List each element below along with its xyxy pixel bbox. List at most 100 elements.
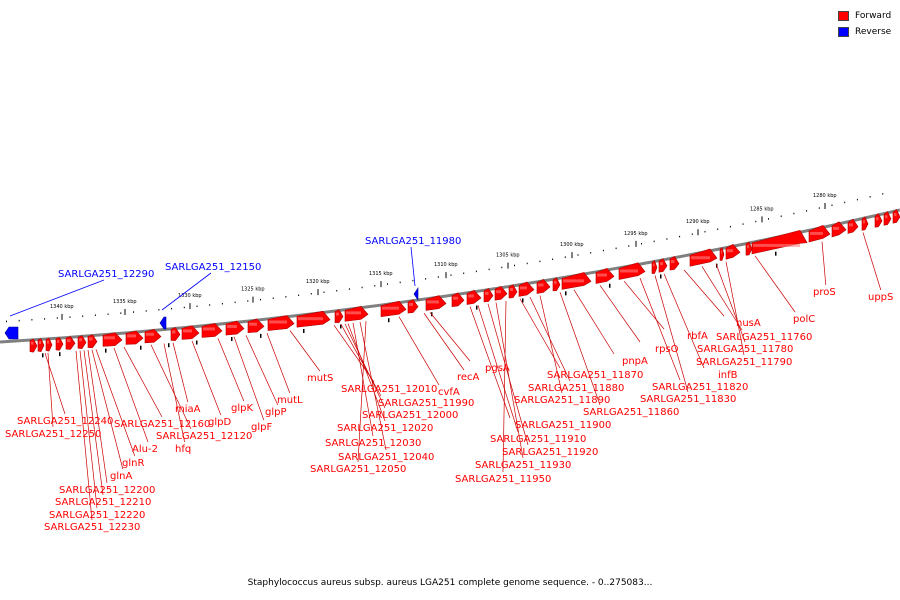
gene-highlight bbox=[510, 288, 513, 292]
gene-highlight bbox=[660, 262, 663, 266]
reverse-gene[interactable] bbox=[4, 326, 19, 340]
forward-gene-label[interactable]: cvfA bbox=[438, 387, 460, 398]
forward-leader bbox=[172, 342, 189, 403]
forward-gene-label[interactable]: SARLGA251_11990 bbox=[378, 398, 474, 409]
forward-gene-label[interactable]: SARLGA251_12050 bbox=[310, 464, 406, 475]
forward-gene[interactable] bbox=[669, 255, 680, 271]
forward-gene[interactable] bbox=[658, 258, 668, 273]
forward-gene-label[interactable]: SARLGA251_11930 bbox=[475, 460, 571, 471]
scale-minor-tick bbox=[158, 309, 160, 311]
forward-gene-label[interactable]: glpD bbox=[208, 417, 231, 428]
scale-minor-tick bbox=[856, 198, 858, 201]
forward-gene-label[interactable]: SARLGA251_12160 bbox=[114, 419, 210, 430]
forward-gene-label[interactable]: uppS bbox=[868, 292, 893, 303]
gene-marker bbox=[660, 274, 662, 279]
gene-highlight bbox=[554, 280, 557, 284]
forward-gene-label[interactable]: SARLGA251_11910 bbox=[490, 434, 586, 445]
forward-gene-label[interactable]: SARLGA251_12030 bbox=[325, 438, 421, 449]
gene-highlight bbox=[382, 306, 399, 310]
scale-tick-label: 1305 kbp bbox=[496, 253, 520, 259]
scale-minor-tick bbox=[107, 313, 109, 315]
forward-gene[interactable] bbox=[181, 325, 200, 340]
forward-gene-label[interactable]: glnR bbox=[122, 458, 144, 469]
forward-gene-label[interactable]: SARLGA251_12200 bbox=[59, 485, 155, 496]
reverse-gene[interactable] bbox=[413, 287, 419, 301]
scale-minor-tick bbox=[768, 218, 769, 220]
forward-gene-label[interactable]: glnA bbox=[110, 471, 132, 482]
forward-gene-label[interactable]: glpP bbox=[265, 407, 287, 418]
reverse-gene[interactable] bbox=[159, 316, 167, 330]
forward-gene-label[interactable]: recA bbox=[457, 372, 480, 383]
forward-gene-label[interactable]: nusA bbox=[736, 318, 761, 329]
forward-gene-label[interactable]: SARLGA251_12250 bbox=[5, 429, 101, 440]
forward-gene[interactable] bbox=[892, 209, 900, 224]
reverse-gene-label[interactable]: SARLGA251_12290 bbox=[58, 269, 154, 280]
forward-gene[interactable] bbox=[874, 213, 883, 228]
forward-gene-label[interactable]: SARLGA251_11870 bbox=[547, 370, 643, 381]
forward-gene-label[interactable]: glpK bbox=[231, 403, 253, 414]
forward-gene[interactable] bbox=[494, 285, 508, 301]
forward-gene-label[interactable]: SARLGA251_11950 bbox=[455, 474, 551, 485]
forward-gene-label[interactable]: SARLGA251_11900 bbox=[515, 420, 611, 431]
forward-gene-label[interactable]: SARLGA251_12000 bbox=[362, 410, 458, 421]
forward-gene-label[interactable]: SARLGA251_12120 bbox=[156, 431, 252, 442]
legend-item-reverse[interactable]: Reverse bbox=[838, 24, 898, 40]
forward-gene-label[interactable]: SARLGA251_11890 bbox=[514, 395, 610, 406]
forward-gene[interactable] bbox=[102, 332, 123, 347]
forward-gene-label[interactable]: glpF bbox=[251, 422, 272, 433]
forward-gene-label[interactable]: SARLGA251_11880 bbox=[528, 383, 624, 394]
scale-minor-tick bbox=[679, 235, 681, 238]
scale-minor-tick bbox=[475, 270, 477, 273]
forward-gene[interactable] bbox=[225, 320, 245, 336]
forward-gene-label[interactable]: SARLGA251_12240 bbox=[17, 416, 113, 427]
forward-gene[interactable] bbox=[861, 216, 869, 231]
forward-gene-label[interactable]: pnpA bbox=[622, 356, 648, 367]
forward-gene-label[interactable]: rpsO bbox=[655, 344, 679, 355]
forward-gene-label[interactable]: SARLGA251_11790 bbox=[696, 357, 792, 368]
forward-gene-label[interactable]: SARLGA251_11780 bbox=[697, 344, 793, 355]
reverse-gene-label[interactable]: SARLGA251_11980 bbox=[365, 236, 461, 247]
forward-leader bbox=[344, 323, 386, 409]
forward-gene-label[interactable]: proS bbox=[813, 287, 836, 298]
forward-gene-label[interactable]: SARLGA251_11830 bbox=[640, 394, 736, 405]
gene-labels: SARLGA251_12290 SARLGA251_12150 SARLGA251_… bbox=[5, 236, 893, 533]
gene-highlight bbox=[885, 215, 888, 219]
gene-highlight bbox=[79, 338, 82, 342]
forward-gene[interactable] bbox=[483, 288, 494, 303]
gene-highlight bbox=[104, 336, 115, 340]
legend-item-forward[interactable]: Forward bbox=[838, 8, 898, 24]
forward-gene-label[interactable]: SARLGA251_11860 bbox=[583, 407, 679, 418]
scale-minor-tick bbox=[348, 288, 350, 290]
forward-gene-label[interactable]: miaA bbox=[175, 404, 201, 415]
forward-gene-label[interactable]: SARLGA251_12010 bbox=[341, 384, 437, 395]
gene-features bbox=[4, 209, 900, 358]
forward-leader bbox=[163, 343, 185, 443]
forward-gene-label[interactable]: SARLGA251_12210 bbox=[55, 497, 151, 508]
forward-gene-label[interactable]: SARLGA251_11820 bbox=[652, 382, 748, 393]
forward-gene-label[interactable]: mutS bbox=[307, 373, 333, 384]
forward-gene-label[interactable]: infB bbox=[718, 370, 738, 381]
scale-tick-label: 1325 kbp bbox=[241, 287, 265, 293]
forward-gene-label[interactable]: SARLGA251_12230 bbox=[44, 522, 140, 533]
forward-gene-label[interactable]: polC bbox=[793, 314, 815, 325]
forward-gene[interactable] bbox=[247, 318, 265, 334]
forward-gene[interactable] bbox=[144, 329, 162, 344]
forward-gene[interactable] bbox=[125, 330, 144, 345]
forward-gene-label[interactable]: SARLGA251_12040 bbox=[338, 452, 434, 463]
forward-gene[interactable] bbox=[883, 211, 892, 226]
forward-gene-label[interactable]: hfq bbox=[175, 444, 191, 455]
forward-gene[interactable] bbox=[407, 299, 419, 314]
forward-gene-label[interactable]: SARLGA251_11920 bbox=[502, 447, 598, 458]
scale-minor-tick bbox=[666, 238, 668, 240]
forward-gene[interactable] bbox=[451, 292, 465, 308]
forward-gene-label[interactable]: rbfA bbox=[687, 331, 708, 342]
reverse-gene-label[interactable]: SARLGA251_12150 bbox=[165, 262, 261, 273]
forward-gene[interactable] bbox=[751, 230, 808, 255]
forward-gene-label[interactable]: Alu-2 bbox=[132, 444, 158, 455]
gene-highlight bbox=[849, 223, 853, 227]
forward-gene-label[interactable]: SARLGA251_12220 bbox=[49, 510, 145, 521]
forward-gene-label[interactable]: mutL bbox=[277, 395, 303, 406]
forward-gene-label[interactable]: SARLGA251_12020 bbox=[337, 423, 433, 434]
forward-gene-label[interactable]: SARLGA251_11760 bbox=[716, 332, 812, 343]
forward-gene-label[interactable]: pgsA bbox=[485, 363, 510, 374]
